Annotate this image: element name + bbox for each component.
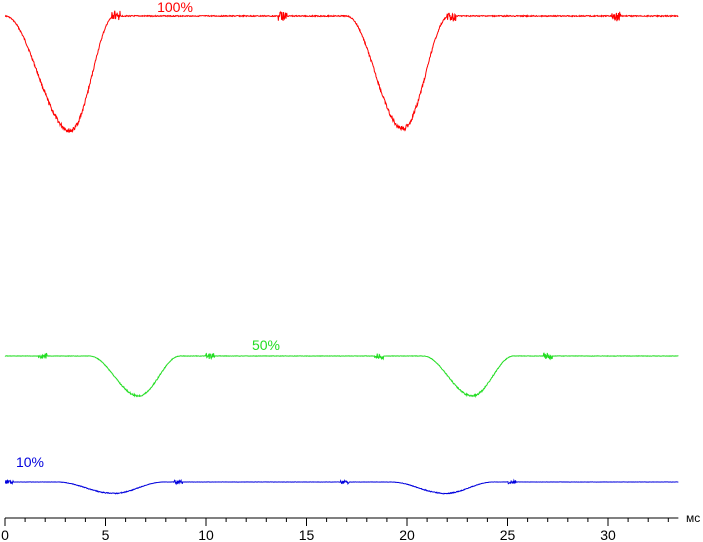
x-tick-label: 30 <box>600 527 616 542</box>
x-tick-label: 5 <box>102 527 110 542</box>
x-tick-label: 10 <box>198 527 214 542</box>
x-axis-ticks: 0 5 10 15 20 25 30 <box>1 518 669 542</box>
series-label-2: 50% <box>252 337 280 353</box>
x-axis-unit-label: мс <box>686 511 700 525</box>
series-label-3: 10% <box>16 454 44 470</box>
x-tick-label: 0 <box>1 527 9 542</box>
x-tick-label: 25 <box>500 527 516 542</box>
x-tick-label: 20 <box>399 527 415 542</box>
series-line-2 <box>4 352 679 399</box>
series-label-1: 100% <box>157 0 193 15</box>
series-line-3 <box>4 478 679 495</box>
series-labels: 100% 50% 10% <box>16 0 280 470</box>
series-line-1 <box>4 10 679 134</box>
x-tick-label: 15 <box>299 527 315 542</box>
series-layer <box>4 10 679 495</box>
x-axis: 0 5 10 15 20 25 30 мс <box>1 511 700 542</box>
